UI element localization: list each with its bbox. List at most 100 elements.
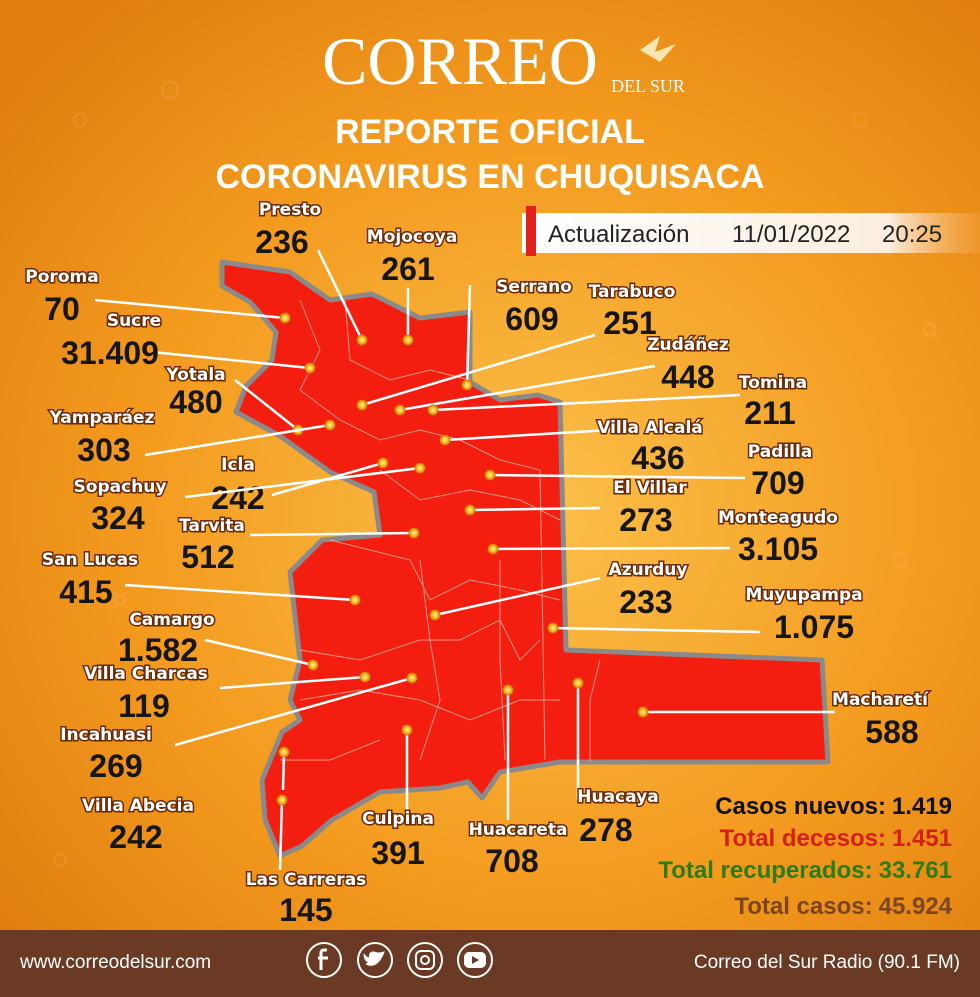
municipality-cases: 480 [169,384,222,420]
municipality-cases: 709 [751,465,804,501]
location-dot [572,677,584,689]
instagram-icon[interactable] [407,942,443,978]
leader-line [552,626,761,634]
location-dot [427,404,439,416]
municipality-name: Monteagudo [718,508,838,528]
summary-label: Casos nuevos: [715,793,886,820]
municipality-name: Icla [221,455,255,475]
leader-line [432,393,741,412]
location-dot [429,609,441,621]
location-dot [394,404,406,416]
location-dot [359,671,371,683]
municipality-cases: 436 [631,440,684,476]
municipality-name: San Lucas [42,550,138,570]
municipality-name: Mojocoya [367,227,457,247]
facebook-icon[interactable] [306,942,342,978]
youtube-icon[interactable] [457,942,493,978]
update-label: Actualización [548,221,689,248]
leader-line [316,249,364,341]
leader-line [278,799,284,871]
municipal-borders [280,299,601,762]
municipality-name: Camargo [129,610,214,630]
footer-bar [0,930,980,997]
municipality-cases: 3.105 [738,531,818,567]
municipality-cases: 211 [744,395,796,431]
municipality-name: Yotala [165,365,225,385]
summary-value: 1.419 [892,793,952,820]
leader-line [434,576,601,617]
location-dot [307,659,319,671]
summary-label: Total decesos: [720,825,886,852]
leader-line [489,473,746,480]
logo: CORREO [322,23,598,99]
location-dot [502,684,514,696]
municipality-name: Yamparáez [49,408,155,428]
municipality-name: Huacareta [469,820,568,840]
leader-line [174,676,413,747]
municipality-name: Villa Abecia [82,796,194,816]
municipality-cases: 145 [279,892,332,928]
location-dot [276,794,288,806]
summary-line: Total recuperados: 33.761 [658,857,952,884]
leader-line [151,350,311,370]
municipality-cases: 233 [619,584,672,620]
location-dot [487,543,499,555]
municipality-name: Villa Charcas [84,664,208,684]
municipality-cases: 242 [211,480,264,516]
municipality-name: Villa Alcalá [597,418,703,438]
location-dot [637,706,649,718]
municipality-name: Serrano [496,277,572,297]
municipality-cases: 1.075 [774,609,854,645]
municipality-cases: 588 [865,714,918,750]
municipality-cases: 119 [118,688,170,724]
municipality-name: Sucre [107,311,161,331]
location-dot [406,672,418,684]
municipality-cases: 708 [485,843,538,879]
location-dot [464,504,476,516]
location-dot [408,527,420,539]
location-dot [304,362,316,374]
municipality-cases: 391 [371,835,424,871]
municipality-cases: 261 [381,251,434,287]
leader-line [184,466,421,499]
location-dot [324,419,336,431]
summary-label: Total casos: [734,893,872,920]
summary-value: 45.924 [879,893,953,920]
municipality-cases: 512 [181,539,234,575]
location-dot [439,434,451,446]
twitter-icon[interactable] [357,942,393,978]
municipality-cases: 415 [59,574,112,610]
leader-line [234,379,299,431]
municipality-name: Incahuasi [60,725,152,745]
summary-value: 1.451 [892,825,952,852]
municipality-cases: 278 [579,812,632,848]
municipality-name: Padilla [748,442,813,462]
municipality-name: Tarvita [179,516,245,536]
municipality-cases: 448 [661,359,714,395]
logo-sub: DEL SUR [611,76,685,96]
municipality-name: Huacaya [577,787,658,807]
leader-line [469,506,601,512]
municipality-cases: 251 [603,305,656,341]
location-dot [547,622,559,634]
municipality-name: Las Carreras [246,870,367,890]
logo-leaf [640,36,676,62]
leader-line [361,333,596,407]
location-dot [484,469,496,481]
municipality-name: Tarabuco [589,282,676,302]
leader-line [465,284,472,386]
location-dot [356,334,368,346]
summary-line: Casos nuevos: 1.419 [715,793,952,820]
municipality-name: El Villar [613,478,687,498]
municipality-name: Presto [259,200,321,220]
municipality-cases: 70 [44,291,80,327]
update-marker [526,206,536,256]
leader-line [94,298,286,320]
radio: Correo del Sur Radio (90.1 FM) [694,952,960,973]
municipality-name: Culpina [362,809,434,829]
municipality-cases: 242 [109,819,162,855]
municipality-name: Zudáñez [647,335,729,355]
